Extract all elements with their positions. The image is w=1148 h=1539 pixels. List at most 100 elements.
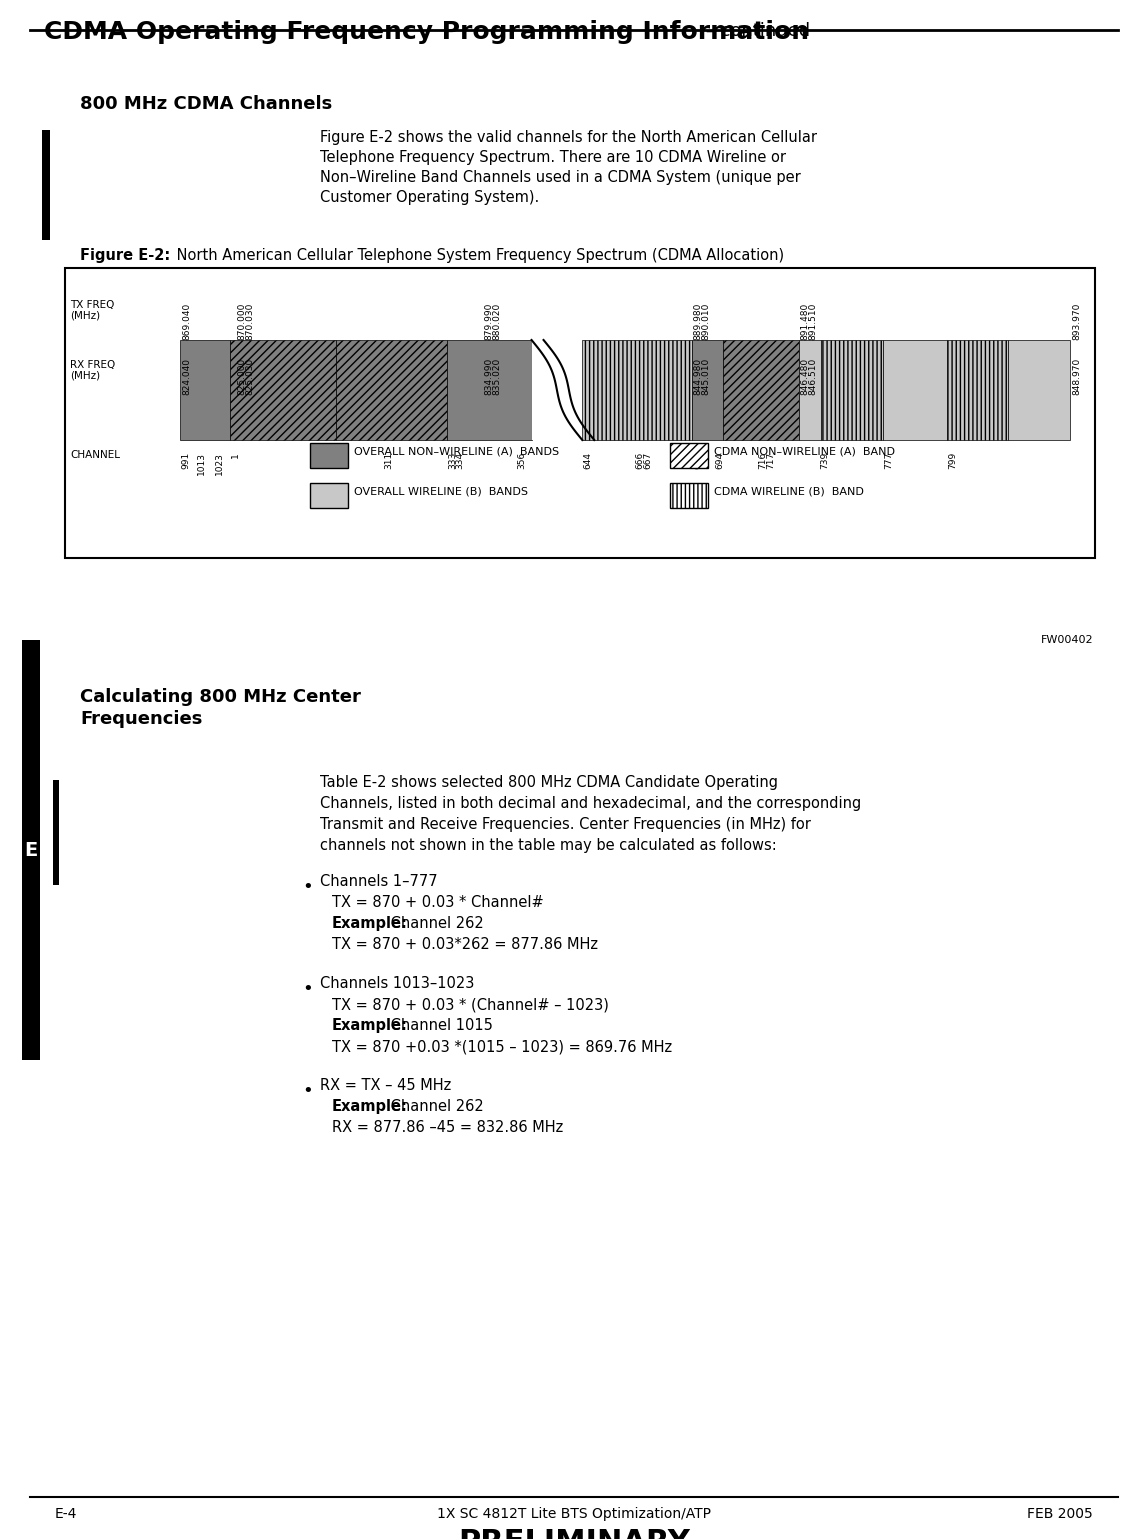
- Text: TX = 870 +0.03 *(1015 – 1023) = 869.76 MHz: TX = 870 +0.03 *(1015 – 1023) = 869.76 M…: [332, 1039, 672, 1054]
- Text: RX FREQ: RX FREQ: [70, 360, 115, 369]
- Text: 799: 799: [948, 452, 957, 469]
- Bar: [310, 443, 348, 468]
- Text: CHANNEL: CHANNEL: [70, 449, 121, 460]
- Text: Channels 1–777: Channels 1–777: [320, 874, 437, 890]
- Text: CDMA Operating Frequency Programming Information: CDMA Operating Frequency Programming Inf…: [44, 20, 809, 45]
- Text: 644: 644: [583, 452, 592, 469]
- Text: 717: 717: [767, 452, 776, 469]
- Text: TX = 870 + 0.03 * (Channel# – 1023): TX = 870 + 0.03 * (Channel# – 1023): [332, 997, 608, 1013]
- Bar: [180, 340, 230, 440]
- Text: Channel 1015: Channel 1015: [387, 1017, 494, 1033]
- Text: Transmit and Receive Frequencies. Center Frequencies (in MHz) for: Transmit and Receive Frequencies. Center…: [320, 817, 810, 833]
- Text: 891.480: 891.480: [800, 303, 809, 340]
- Bar: [447, 340, 532, 440]
- Text: TX = 870 + 0.03 * Channel#: TX = 870 + 0.03 * Channel#: [332, 896, 544, 910]
- Text: 777: 777: [884, 452, 893, 469]
- Text: Channel 262: Channel 262: [387, 1099, 484, 1114]
- Text: FW00402: FW00402: [1040, 636, 1093, 645]
- Bar: [947, 340, 1008, 440]
- Text: Telephone Frequency Spectrum. There are 10 CDMA Wireline or: Telephone Frequency Spectrum. There are …: [320, 149, 786, 165]
- Text: E-4: E-4: [55, 1507, 77, 1521]
- Text: channels not shown in the table may be calculated as follows:: channels not shown in the table may be c…: [320, 839, 777, 853]
- Text: 845.010: 845.010: [701, 357, 711, 396]
- Text: CDMA WIRELINE (B)  BAND: CDMA WIRELINE (B) BAND: [714, 486, 864, 497]
- Text: 889.980: 889.980: [693, 303, 703, 340]
- Text: (MHz): (MHz): [70, 369, 100, 380]
- Text: 825.030: 825.030: [246, 357, 254, 396]
- Bar: [310, 483, 348, 508]
- Text: Channels, listed in both decimal and hexadecimal, and the corresponding: Channels, listed in both decimal and hex…: [320, 796, 861, 811]
- Text: Frequencies: Frequencies: [80, 709, 202, 728]
- Text: 825.000: 825.000: [238, 357, 246, 396]
- Text: 739: 739: [820, 452, 829, 469]
- Text: TX FREQ: TX FREQ: [70, 300, 115, 309]
- Text: 334: 334: [455, 452, 464, 469]
- Text: 694: 694: [715, 452, 724, 469]
- Bar: [799, 340, 821, 440]
- Text: Figure E-2 shows the valid channels for the North American Cellular: Figure E-2 shows the valid channels for …: [320, 129, 817, 145]
- Bar: [582, 340, 692, 440]
- Text: 891.510: 891.510: [808, 303, 817, 340]
- Bar: [670, 483, 708, 508]
- Text: 356: 356: [518, 452, 527, 469]
- Bar: [692, 340, 723, 440]
- Text: RX = 877.86 –45 = 832.86 MHz: RX = 877.86 –45 = 832.86 MHz: [332, 1120, 564, 1134]
- Bar: [1008, 340, 1070, 440]
- Text: 1023: 1023: [215, 452, 224, 476]
- Text: Customer Operating System).: Customer Operating System).: [320, 189, 540, 205]
- Text: TX = 870 + 0.03*262 = 877.86 MHz: TX = 870 + 0.03*262 = 877.86 MHz: [332, 937, 598, 953]
- Bar: [335, 340, 447, 440]
- Bar: [883, 340, 947, 440]
- Text: Example:: Example:: [332, 1099, 408, 1114]
- Text: 666: 666: [635, 452, 644, 469]
- Text: RX = TX – 45 MHz: RX = TX – 45 MHz: [320, 1077, 451, 1093]
- Text: FEB 2005: FEB 2005: [1027, 1507, 1093, 1521]
- Text: Calculating 800 MHz Center: Calculating 800 MHz Center: [80, 688, 360, 706]
- Text: – continued: – continued: [700, 22, 810, 40]
- Text: 667: 667: [644, 452, 653, 469]
- Text: 890.010: 890.010: [701, 303, 711, 340]
- Text: 1013: 1013: [197, 452, 205, 476]
- Bar: [53, 780, 59, 885]
- Text: E: E: [24, 840, 38, 859]
- Bar: [65, 268, 1095, 559]
- Text: Non–Wireline Band Channels used in a CDMA System (unique per: Non–Wireline Band Channels used in a CDM…: [320, 169, 801, 185]
- Text: Example:: Example:: [332, 1017, 408, 1033]
- Bar: [670, 443, 708, 468]
- Text: Table E-2 shows selected 800 MHz CDMA Candidate Operating: Table E-2 shows selected 800 MHz CDMA Ca…: [320, 776, 778, 790]
- Text: (MHz): (MHz): [70, 309, 100, 320]
- Text: 1: 1: [231, 452, 240, 457]
- Text: OVERALL WIRELINE (B)  BANDS: OVERALL WIRELINE (B) BANDS: [354, 486, 528, 497]
- Text: North American Cellular Telephone System Frequency Spectrum (CDMA Allocation): North American Cellular Telephone System…: [172, 248, 784, 263]
- Text: 311: 311: [383, 452, 393, 469]
- Text: 689: 689: [693, 452, 703, 469]
- Text: 846.480: 846.480: [800, 359, 809, 396]
- Text: •: •: [302, 1082, 312, 1100]
- Text: 1X SC 4812T Lite BTS Optimization/ATP: 1X SC 4812T Lite BTS Optimization/ATP: [437, 1507, 711, 1521]
- Text: OVERALL NON–WIRELINE (A)  BANDS: OVERALL NON–WIRELINE (A) BANDS: [354, 446, 559, 457]
- Text: Figure E-2:: Figure E-2:: [80, 248, 170, 263]
- Bar: [723, 340, 799, 440]
- Bar: [230, 340, 335, 440]
- Text: 844.980: 844.980: [693, 359, 703, 396]
- Text: 880.020: 880.020: [492, 303, 502, 340]
- Bar: [821, 340, 883, 440]
- Text: 716: 716: [758, 452, 767, 469]
- Text: 893.970: 893.970: [1072, 303, 1081, 340]
- Bar: [532, 340, 582, 440]
- Text: CDMA NON–WIRELINE (A)  BAND: CDMA NON–WIRELINE (A) BAND: [714, 446, 895, 457]
- Text: 870.030: 870.030: [246, 303, 254, 340]
- Text: •: •: [302, 879, 312, 896]
- Text: Channels 1013–1023: Channels 1013–1023: [320, 976, 474, 991]
- Bar: [22, 640, 40, 1060]
- Text: 824.040: 824.040: [183, 359, 191, 396]
- Text: 991: 991: [181, 452, 191, 469]
- Text: 870.000: 870.000: [238, 303, 246, 340]
- Text: PRELIMINARY: PRELIMINARY: [458, 1528, 690, 1539]
- Text: 869.040: 869.040: [183, 303, 191, 340]
- Text: 834.990: 834.990: [484, 357, 494, 396]
- Text: •: •: [302, 980, 312, 997]
- Text: 333: 333: [448, 452, 457, 469]
- Bar: [42, 129, 51, 240]
- Text: Channel 262: Channel 262: [387, 916, 484, 931]
